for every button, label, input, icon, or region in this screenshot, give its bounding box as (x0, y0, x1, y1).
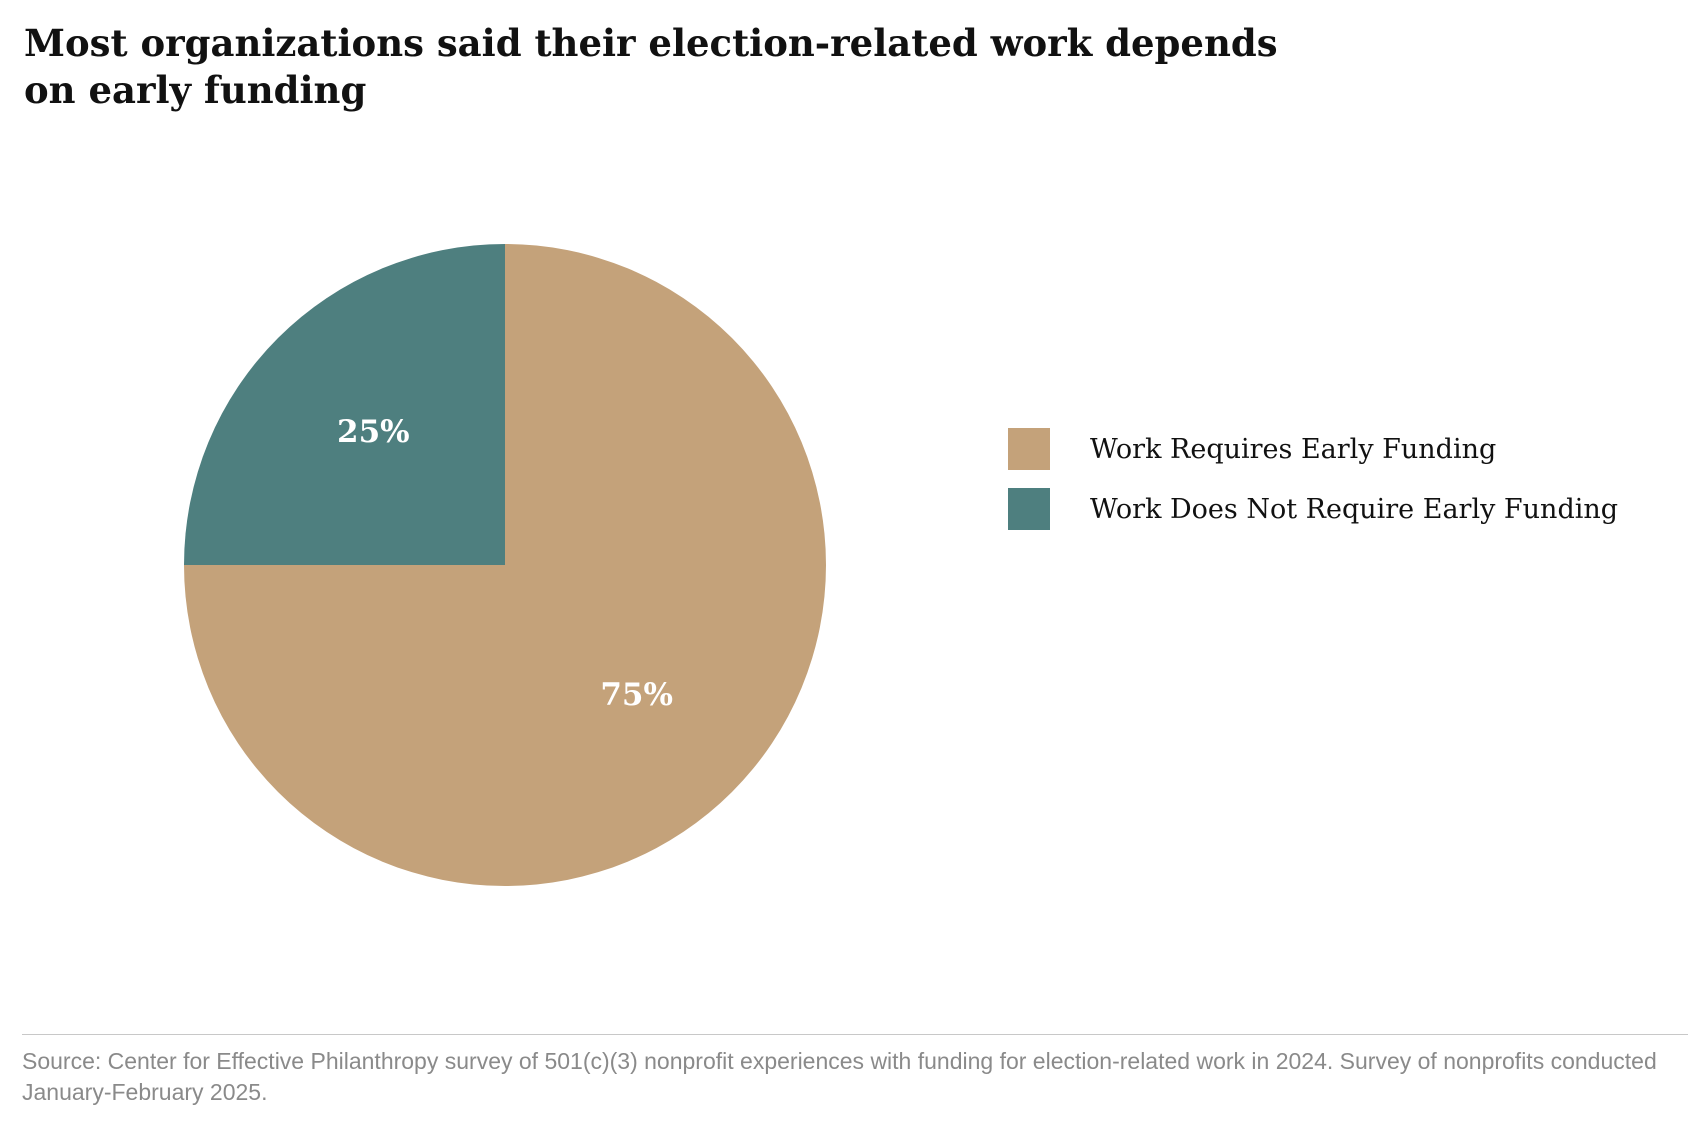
pie-slice-does-not-require-early-funding (184, 244, 505, 565)
pie-chart: 75% 25% (184, 244, 826, 886)
chart-title: Most organizations said their election-r… (24, 21, 1278, 112)
slice-value-label-requires-early-funding: 75% (600, 677, 673, 713)
legend-label-requires-early-funding: Work Requires Early Funding (1090, 433, 1497, 465)
footer-divider (22, 1034, 1688, 1035)
legend-swatch-does-not-require-early-funding (1008, 488, 1050, 530)
legend: Work Requires Early Funding Work Does No… (1008, 428, 1618, 548)
legend-item-does-not-require-early-funding: Work Does Not Require Early Funding (1008, 488, 1618, 530)
source-note: Source: Center for Effective Philanthrop… (22, 1048, 1657, 1105)
slice-value-label-does-not-require-early-funding: 25% (337, 414, 410, 450)
legend-label-does-not-require-early-funding: Work Does Not Require Early Funding (1090, 493, 1619, 525)
legend-item-requires-early-funding: Work Requires Early Funding (1008, 428, 1618, 470)
legend-swatch-requires-early-funding (1008, 428, 1050, 470)
